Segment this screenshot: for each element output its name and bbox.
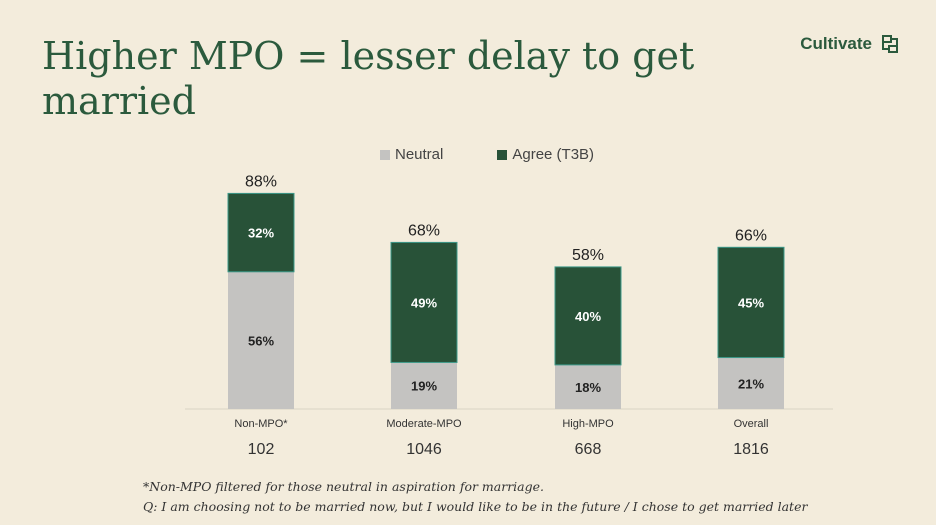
bar-agree [717, 246, 785, 359]
bar-total-label: 68% [408, 222, 440, 239]
bar-agree [227, 192, 295, 273]
bar-neutral [228, 271, 294, 409]
legend-label-neutral: Neutral [395, 146, 444, 163]
bar-data-label: 45% [738, 295, 764, 310]
cultivate-logo-icon [882, 35, 898, 53]
legend-label-agree: Agree (T3B) [512, 146, 595, 163]
page-title: Higher MPO = lesser delay to get married [42, 34, 695, 123]
legend-item-neutral: Neutral [380, 146, 443, 163]
bar-data-label: 40% [575, 309, 601, 324]
bar-data-label: 49% [411, 295, 437, 310]
base-size-label: 668 [575, 441, 602, 458]
bar-neutral [391, 362, 457, 409]
bar-neutral [718, 357, 784, 409]
bar-total-label: 88% [245, 173, 277, 190]
chart-legend: Neutral Agree (T3B) [380, 146, 594, 163]
x-tick-label: Overall [734, 418, 769, 430]
legend-swatch-agree [497, 149, 508, 160]
base-size-label: 1046 [406, 441, 442, 458]
bar-total-label: 58% [572, 247, 604, 264]
bar-data-label: 18% [575, 380, 601, 395]
brand-name: Cultivate [800, 34, 872, 53]
legend-swatch-neutral [380, 149, 390, 160]
footnote: *Non-MPO filtered for those neutral in a… [143, 479, 544, 494]
bar-data-label: 56% [248, 333, 274, 348]
bar-agree [554, 266, 622, 366]
question-note: Q: I am choosing not to be married now, … [143, 499, 808, 514]
bar-data-label: 21% [738, 376, 764, 391]
bar-total-label: 66% [735, 227, 767, 244]
legend-item-agree: Agree (T3B) [497, 146, 594, 163]
x-tick-label: High-MPO [562, 418, 614, 430]
base-size-label: 102 [248, 441, 275, 458]
x-tick-label: Non-MPO* [234, 418, 288, 430]
stacked-bar-chart: 56% 32% 88% Non-MPO* 102 19% 49% 68% Moderate-MP… [185, 173, 833, 458]
brand-logo: Cultivate [800, 34, 900, 54]
bar-data-label: 32% [248, 226, 274, 241]
bar-agree [390, 241, 458, 363]
bar-neutral [555, 364, 621, 409]
bar-data-label: 19% [411, 379, 437, 394]
base-size-label: 1816 [733, 441, 769, 458]
x-tick-label: Moderate-MPO [386, 418, 462, 430]
